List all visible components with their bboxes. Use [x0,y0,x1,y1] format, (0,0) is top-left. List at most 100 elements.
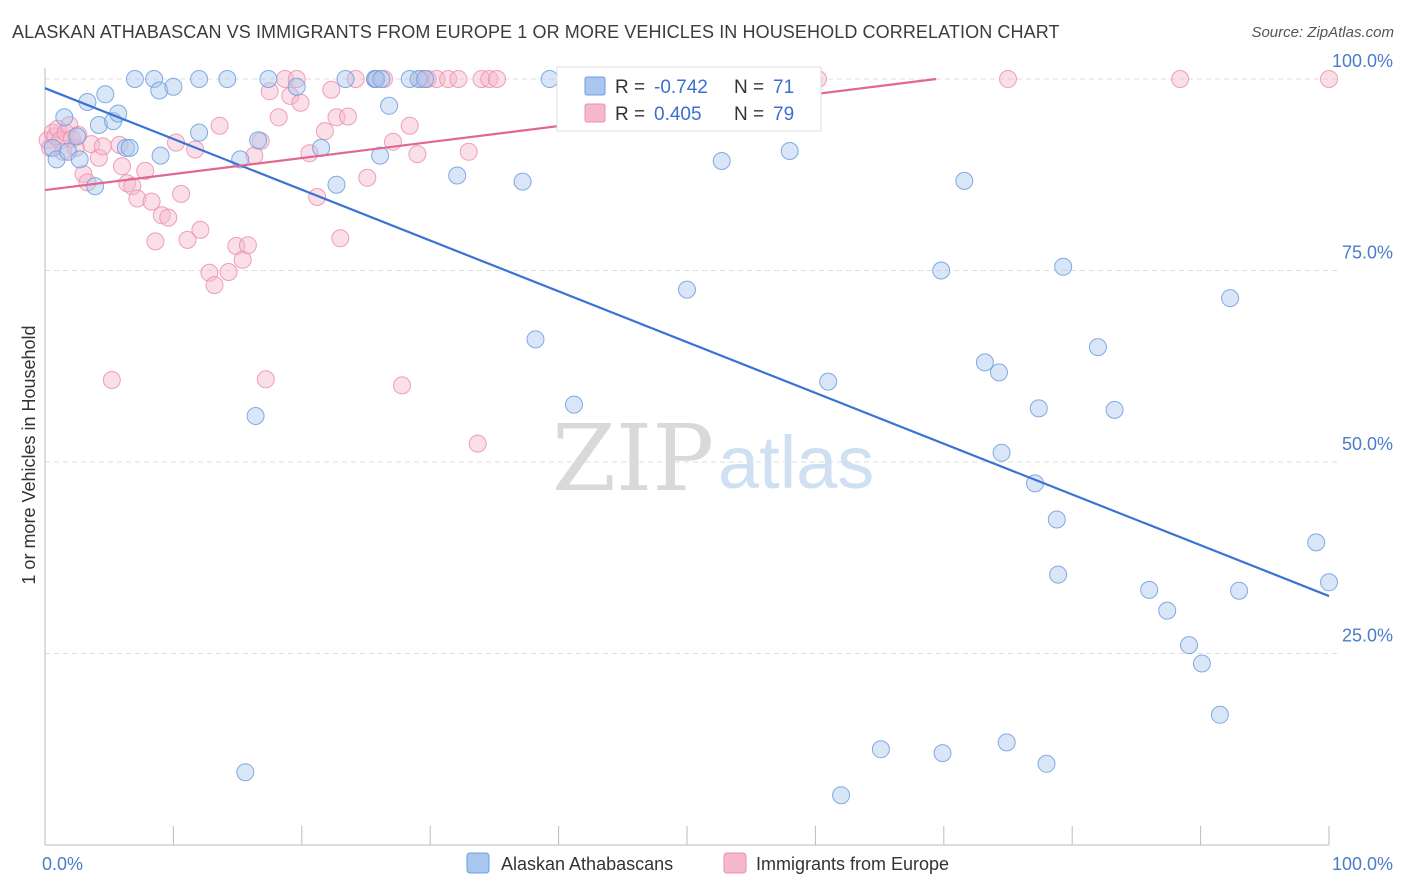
data-point-immigrants-from-europe-42 [256,370,275,389]
data-point-immigrants-from-europe-69 [459,142,478,161]
data-point-immigrants-from-europe-12 [74,165,93,183]
data-point-alaskan-athabascans-26 [259,70,278,88]
data-point-alaskan-athabascans-19 [190,123,209,142]
data-point-immigrants-from-europe-17 [102,371,121,389]
data-point-alaskan-athabascans-34 [371,146,390,165]
data-point-alaskan-athabascans-40 [513,172,532,191]
data-point-alaskan-athabascans-60 [1047,510,1066,529]
data-point-alaskan-athabascans-39 [448,166,467,185]
data-point-immigrants-from-europe-47 [287,70,306,88]
axes [44,68,1330,846]
source-label: Source: ZipAtlas.com [1251,24,1394,41]
data-point-alaskan-athabascans-5 [70,150,89,169]
stats-n-label-blue: N = [734,77,764,98]
data-point-alaskan-athabascans-41 [526,330,545,349]
data-point-alaskan-athabascans-7 [86,177,105,196]
data-point-immigrants-from-europe-24 [142,192,161,211]
data-point-alaskan-athabascans-48 [832,786,851,805]
stats-r-value-blue: -0.742 [654,77,708,98]
y-tick-label-75: 75.0% [1342,243,1393,263]
data-point-immigrants-from-europe-61 [393,376,411,395]
data-point-immigrants-from-europe-51 [315,122,334,141]
data-point-immigrants-from-europe-27 [159,208,178,227]
tick-labels: 25.0% 50.0% 75.0% 100.0% 0.0% 100.0% [42,51,1393,874]
data-point-alaskan-athabascans-62 [1054,257,1073,276]
data-point-alaskan-athabascans-20 [190,70,209,88]
data-point-immigrants-from-europe-57 [358,168,377,187]
data-point-alaskan-athabascans-38 [416,70,435,88]
legend-swatch-alaskan-athabascans [466,852,490,874]
data-point-alaskan-athabascans-49 [871,740,890,759]
x-tick-label-min: 0.0% [42,854,83,874]
data-point-alaskan-athabascans-68 [1192,654,1211,673]
data-point-alaskan-athabascans-16 [150,81,169,100]
data-point-alaskan-athabascans-25 [236,763,255,782]
data-point-alaskan-athabascans-47 [819,372,838,391]
data-point-immigrants-from-europe-14 [82,135,101,154]
data-point-alaskan-athabascans-15 [145,70,164,88]
data-point-alaskan-athabascans-51 [933,744,952,763]
data-point-alaskan-athabascans-70 [1221,289,1240,308]
stats-r-label-blue: R = [615,77,645,98]
data-point-alaskan-athabascans-9 [96,85,115,104]
data-point-immigrants-from-europe-15 [89,148,108,167]
data-point-immigrants-from-europe-71 [472,70,491,88]
data-point-alaskan-athabascans-53 [975,353,994,372]
data-point-alaskan-athabascans-44 [678,280,696,299]
legend-label-alaskan-athabascans: Alaskan Athabascans [501,854,673,874]
data-point-immigrants-from-europe-36 [219,263,238,281]
data-point-immigrants-from-europe-52 [322,80,341,99]
data-point-alaskan-athabascans-33 [372,70,391,88]
data-point-immigrants-from-europe-63 [408,145,427,164]
data-point-immigrants-from-europe-39 [238,236,257,255]
data-point-alaskan-athabascans-32 [367,70,386,88]
data-point-immigrants-from-europe-72 [480,70,499,88]
data-point-immigrants-from-europe-48 [291,93,310,112]
stats-r-label-pink: R = [615,104,645,125]
data-point-alaskan-athabascans-50 [932,261,951,280]
data-point-alaskan-athabascans-8 [89,116,108,134]
data-point-immigrants-from-europe-25 [146,232,165,251]
stats-swatch-blue [584,76,606,96]
bottom-legend: Alaskan Athabascans Immigrants from Euro… [466,852,949,874]
data-point-alaskan-athabascans-0 [43,138,62,157]
data-point-alaskan-athabascans-56 [997,733,1016,752]
y-tick-label-100: 100.0% [1332,51,1393,71]
data-point-immigrants-from-europe-11 [69,125,88,144]
data-point-alaskan-athabascans-73 [1320,573,1338,592]
data-point-alaskan-athabascans-55 [992,443,1011,462]
data-point-alaskan-athabascans-35 [380,96,399,115]
data-point-alaskan-athabascans-52 [955,171,974,190]
watermark-zip: ZIP [552,405,714,512]
data-point-alaskan-athabascans-4 [68,127,87,146]
data-point-alaskan-athabascans-23 [249,131,268,150]
data-point-immigrants-from-europe-44 [269,108,288,127]
data-point-alaskan-athabascans-59 [1037,754,1056,773]
y-axis-label: 1 or more Vehicles in Household [19,325,39,584]
data-point-immigrants-from-europe-32 [191,220,210,239]
data-point-immigrants-from-europe-46 [281,86,300,105]
data-point-alaskan-athabascans-61 [1049,565,1068,584]
data-point-immigrants-from-europe-34 [205,276,224,295]
data-point-alaskan-athabascans-24 [246,407,265,425]
data-point-immigrants-from-europe-78 [1320,70,1338,88]
stats-n-label-pink: N = [734,104,764,125]
data-point-alaskan-athabascans-46 [780,142,799,160]
chart-title: ALASKAN ATHABASCAN VS IMMIGRANTS FROM EU… [12,22,1060,42]
data-point-immigrants-from-europe-56 [346,70,365,88]
data-point-alaskan-athabascans-71 [1230,581,1249,600]
series-alaskan-athabascans [43,70,1338,805]
stats-r-value-pink: 0.405 [654,104,702,125]
data-point-immigrants-from-europe-68 [449,70,468,88]
stats-swatch-pink [584,103,606,123]
data-point-alaskan-athabascans-27 [287,77,306,96]
data-point-immigrants-from-europe-30 [178,230,197,249]
stats-n-value-pink: 79 [773,104,794,125]
data-point-immigrants-from-europe-23 [136,161,155,180]
data-point-alaskan-athabascans-67 [1180,636,1198,655]
data-point-immigrants-from-europe-55 [339,107,357,126]
data-point-alaskan-athabascans-43 [565,395,583,414]
data-point-alaskan-athabascans-21 [218,70,237,88]
data-point-alaskan-athabascans-45 [712,152,731,170]
